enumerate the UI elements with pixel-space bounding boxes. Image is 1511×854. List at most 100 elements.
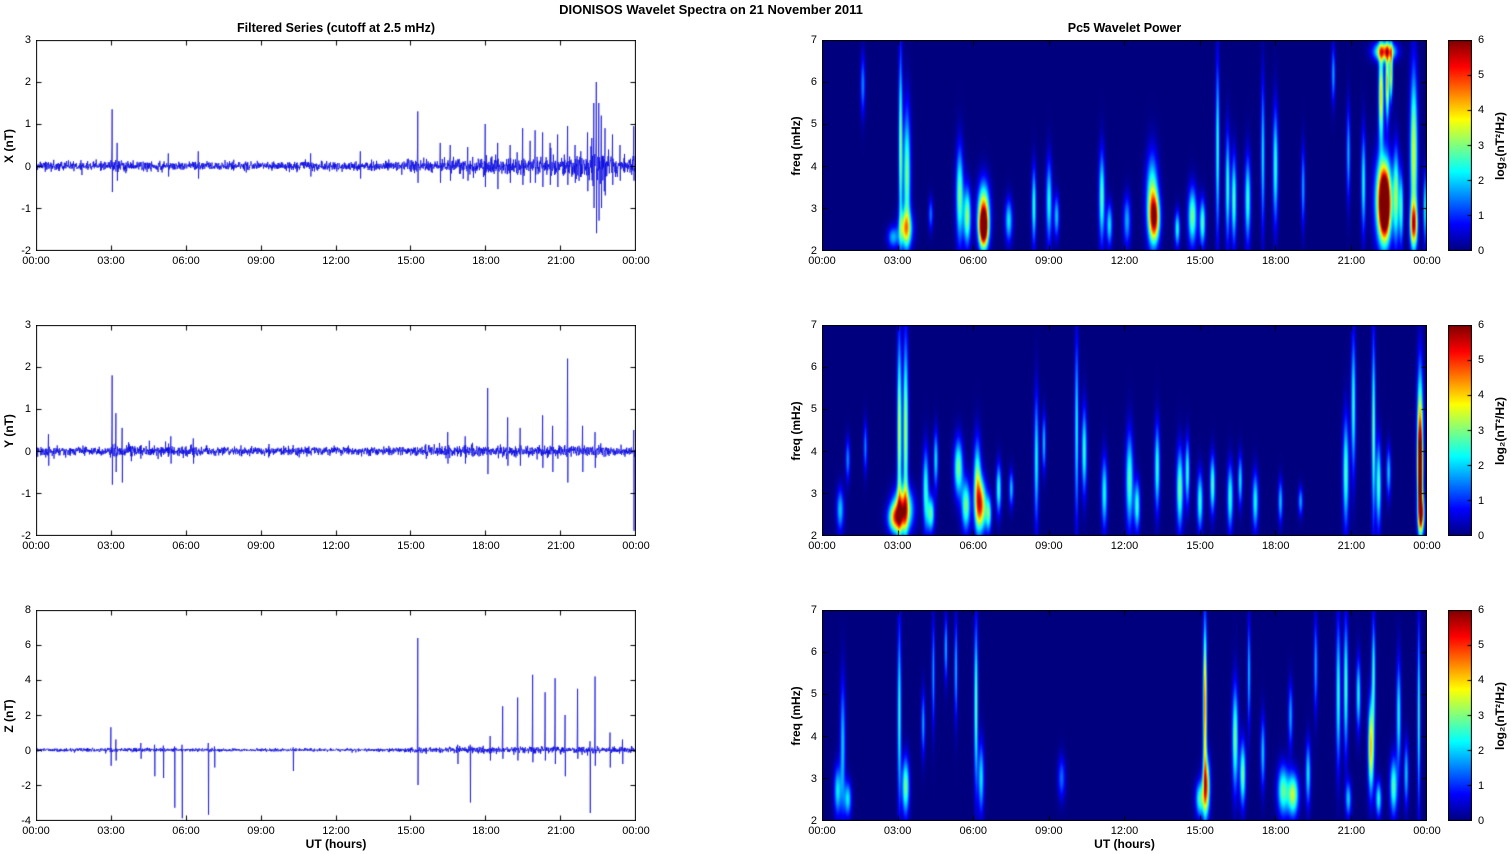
spectrogram-canvas-z — [822, 610, 1427, 821]
y-tick-label: 4 — [810, 160, 817, 173]
y-tick-label: 2 — [810, 245, 817, 257]
y-tick-label: 6 — [810, 76, 817, 89]
colorbar-tick-label: 5 — [1478, 69, 1485, 82]
colorbar-tick-label: 3 — [1478, 139, 1485, 152]
x-tick-label: 15:00 — [397, 825, 425, 837]
colorbar-tick-label: 5 — [1478, 639, 1485, 652]
x-tick-label: 00:00 — [808, 255, 836, 267]
timeseries-canvas-x — [36, 40, 636, 251]
colorbar-label: log₂(nT²/Hz) — [1493, 681, 1507, 750]
figure-title: DIONISOS Wavelet Spectra on 21 November … — [559, 2, 863, 17]
y-tick-label: 0 — [24, 445, 31, 458]
x-tick-label: 09:00 — [1035, 255, 1063, 267]
x-tick-label: 03:00 — [97, 540, 125, 552]
colorbar-tick-label: 0 — [1478, 815, 1485, 827]
y-axis-label-y: Y (nT) — [2, 413, 16, 448]
x-tick-label: 00:00 — [1413, 255, 1441, 267]
colorbar-tick-label: 0 — [1478, 245, 1485, 257]
spectrogram-title: Pc5 Wavelet Power — [1067, 21, 1182, 35]
y-tick-label: 1 — [24, 118, 31, 131]
y-tick-label: 8 — [24, 604, 31, 616]
y-tick-label: 6 — [810, 646, 817, 659]
colorbar-tick-label: 1 — [1478, 209, 1485, 222]
y-tick-label: 4 — [810, 730, 817, 743]
colorbar-tick-label: 1 — [1478, 494, 1485, 507]
x-tick-label: 09:00 — [247, 540, 275, 552]
y-tick-label: 3 — [810, 487, 817, 500]
x-tick-label: 15:00 — [397, 540, 425, 552]
colorbar-tick-label: 6 — [1478, 604, 1485, 616]
y-tick-label: 4 — [24, 674, 31, 687]
timeseries-canvas-z — [36, 610, 636, 821]
y-tick-label: -2 — [21, 530, 31, 542]
x-tick-label: 18:00 — [472, 540, 500, 552]
colorbar-tick-label: 4 — [1478, 389, 1485, 402]
x-tick-label: 00:00 — [808, 540, 836, 552]
colorbar-gradient — [1448, 40, 1472, 251]
timeseries-panel-x: Filtered Series (cutoff at 2.5 mHz) X (n… — [2, 21, 650, 267]
x-tick-label: 00:00 — [808, 825, 836, 837]
x-tick-label: 12:00 — [1110, 540, 1139, 552]
y-tick-label: 7 — [810, 319, 817, 331]
x-tick-label: 09:00 — [1035, 825, 1063, 837]
colorbar-tick-label: 3 — [1478, 709, 1485, 722]
y-tick-label: 3 — [810, 202, 817, 215]
y-tick-label: 3 — [810, 772, 817, 785]
x-tick-label: 18:00 — [472, 255, 500, 267]
x-tick-label: 06:00 — [172, 540, 200, 552]
colorbar: log₂(nT²/Hz) 0 1 2 3 4 5 6 — [1448, 34, 1507, 257]
y-tick-label: -2 — [21, 245, 31, 257]
y-tick-label: 2 — [24, 709, 31, 722]
y-tick-label: -1 — [21, 202, 31, 215]
x-tick-label: 03:00 — [97, 255, 125, 267]
x-tick-label: 00:00 — [22, 540, 50, 552]
spectrogram-panel-z: freq (mHz) UT (hours) 00:00 03:00 06:00 09:… — [789, 604, 1441, 851]
x-tick-label: 06:00 — [959, 825, 988, 837]
y-tick-label: 2 — [24, 76, 31, 89]
x-tick-label: 06:00 — [959, 255, 988, 267]
timeseries-panel-y: Y (nT) 00:00 03:00 06:00 09:00 12:00 15:00 18:… — [2, 319, 650, 552]
colorbar-label: log₂(nT²/Hz) — [1493, 111, 1507, 180]
colorbar: log₂(nT²/Hz) 0 1 2 3 4 5 6 — [1448, 319, 1507, 542]
spectrogram-panel-x: Pc5 Wavelet Power freq (mHz) 00:00 03:00 0… — [789, 21, 1441, 267]
colorbar-label: log₂(nT²/Hz) — [1493, 396, 1507, 465]
x-tick-label: 15:00 — [1186, 540, 1214, 552]
x-tick-label: 06:00 — [959, 540, 988, 552]
x-axis-label: UT (hours) — [305, 837, 367, 851]
y-tick-label: 1 — [24, 403, 31, 416]
colorbar-gradient — [1448, 610, 1472, 821]
colorbar-tick-label: 2 — [1478, 744, 1485, 757]
y-tick-label: 5 — [810, 403, 817, 416]
x-tick-label: 15:00 — [397, 255, 425, 267]
x-tick-label: 15:00 — [1186, 825, 1214, 837]
y-tick-label: 7 — [810, 604, 817, 616]
x-tick-label: 06:00 — [172, 255, 200, 267]
x-tick-label: 00:00 — [1413, 540, 1441, 552]
colorbar-tick-label: 6 — [1478, 319, 1485, 331]
y-tick-label: 5 — [810, 688, 817, 701]
y-tick-label: -4 — [21, 815, 31, 827]
x-tick-label: 00:00 — [22, 255, 50, 267]
x-tick-label: 12:00 — [1110, 825, 1139, 837]
y-tick-label: 4 — [810, 445, 817, 458]
colorbar-tick-label: 4 — [1478, 674, 1485, 687]
colorbar-tick-label: 6 — [1478, 34, 1485, 46]
x-tick-label: 21:00 — [547, 255, 575, 267]
x-tick-label: 03:00 — [883, 540, 912, 552]
colorbar-tick-label: 4 — [1478, 104, 1485, 117]
x-tick-label: 09:00 — [1035, 540, 1063, 552]
y-axis-label-x: X (nT) — [2, 128, 16, 163]
colorbar: log₂(nT²/Hz) 0 1 2 3 4 5 6 — [1448, 604, 1507, 827]
y-tick-label: 7 — [810, 34, 817, 46]
colorbar-tick-label: 5 — [1478, 354, 1485, 367]
y-tick-label: 6 — [24, 639, 31, 652]
x-tick-label: 18:00 — [1261, 540, 1290, 552]
x-tick-label: 09:00 — [247, 255, 275, 267]
x-tick-label: 09:00 — [247, 825, 275, 837]
y-tick-label: 5 — [810, 118, 817, 131]
y-tick-label: 2 — [810, 530, 817, 542]
colorbar-tick-label: 0 — [1478, 530, 1485, 542]
x-tick-label: 21:00 — [547, 825, 575, 837]
colorbar-gradient — [1448, 325, 1472, 536]
x-tick-label: 00:00 — [622, 255, 650, 267]
